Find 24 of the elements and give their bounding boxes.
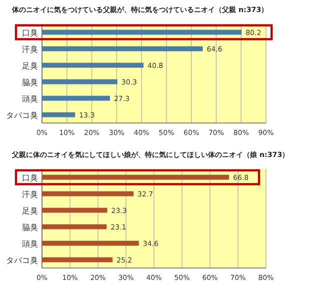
y-tick-label: 足臭 — [22, 206, 38, 216]
bar — [42, 224, 107, 230]
bar — [42, 96, 110, 101]
bar — [42, 112, 76, 118]
y-tick-label: 頭臭 — [22, 94, 38, 104]
y-tick-label: 頭臭 — [22, 239, 38, 248]
y-tick-label: 脇臭 — [22, 78, 38, 87]
bar — [42, 30, 242, 35]
bar — [42, 257, 113, 262]
y-tick-label: 汗臭 — [22, 44, 38, 54]
y-tick-label: 足臭 — [22, 61, 38, 70]
bar — [42, 46, 203, 52]
y-tick-label: 汗臭 — [22, 190, 38, 199]
bar — [42, 174, 230, 180]
bar — [42, 208, 108, 213]
y-tick-label: タバコ臭 — [6, 256, 38, 265]
bar — [42, 240, 139, 246]
bar — [42, 191, 134, 196]
y-tick-label: 口臭 — [22, 28, 38, 38]
bar — [42, 79, 118, 84]
y-tick-label: 口臭 — [22, 173, 38, 182]
y-tick-label: タバコ臭 — [6, 110, 38, 120]
bar — [42, 62, 144, 68]
y-tick-label: 脇臭 — [22, 222, 38, 232]
